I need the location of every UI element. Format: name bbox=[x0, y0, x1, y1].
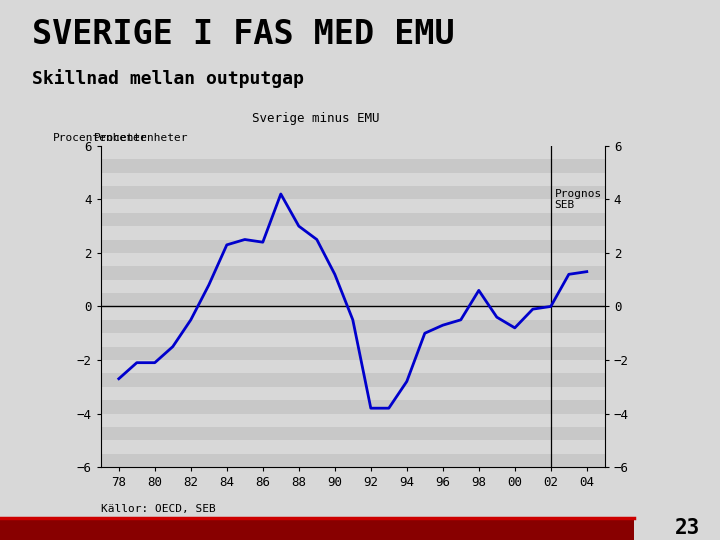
Text: Källor: OECD, SEB: Källor: OECD, SEB bbox=[101, 504, 215, 514]
Text: Prognos
SEB: Prognos SEB bbox=[554, 188, 602, 210]
Bar bbox=[101, 159, 605, 173]
Bar bbox=[101, 333, 605, 347]
Bar bbox=[101, 373, 605, 387]
Text: SVERIGE I FAS MED EMU: SVERIGE I FAS MED EMU bbox=[32, 18, 455, 51]
Bar bbox=[101, 414, 605, 427]
Bar bbox=[101, 240, 605, 253]
Bar bbox=[101, 280, 605, 293]
Bar bbox=[101, 173, 605, 186]
Bar bbox=[0, 519, 634, 540]
Text: Procentenheter: Procentenheter bbox=[94, 133, 188, 143]
Bar bbox=[101, 186, 605, 199]
Text: Procentenheter: Procentenheter bbox=[53, 133, 148, 143]
Bar bbox=[101, 146, 605, 159]
Bar bbox=[101, 253, 605, 266]
Bar bbox=[101, 360, 605, 373]
Bar bbox=[101, 427, 605, 440]
Bar bbox=[101, 387, 605, 400]
Bar bbox=[101, 454, 605, 467]
Bar bbox=[101, 213, 605, 226]
Text: 23: 23 bbox=[675, 518, 701, 538]
Text: Sverige minus EMU: Sverige minus EMU bbox=[252, 112, 379, 125]
Bar bbox=[101, 266, 605, 280]
Bar bbox=[101, 320, 605, 333]
Bar bbox=[101, 307, 605, 320]
Bar bbox=[101, 347, 605, 360]
Bar bbox=[101, 199, 605, 213]
Bar bbox=[101, 400, 605, 414]
Text: Skillnad mellan outputgap: Skillnad mellan outputgap bbox=[32, 69, 305, 88]
Bar bbox=[101, 440, 605, 454]
Bar bbox=[101, 293, 605, 307]
Bar bbox=[101, 226, 605, 240]
